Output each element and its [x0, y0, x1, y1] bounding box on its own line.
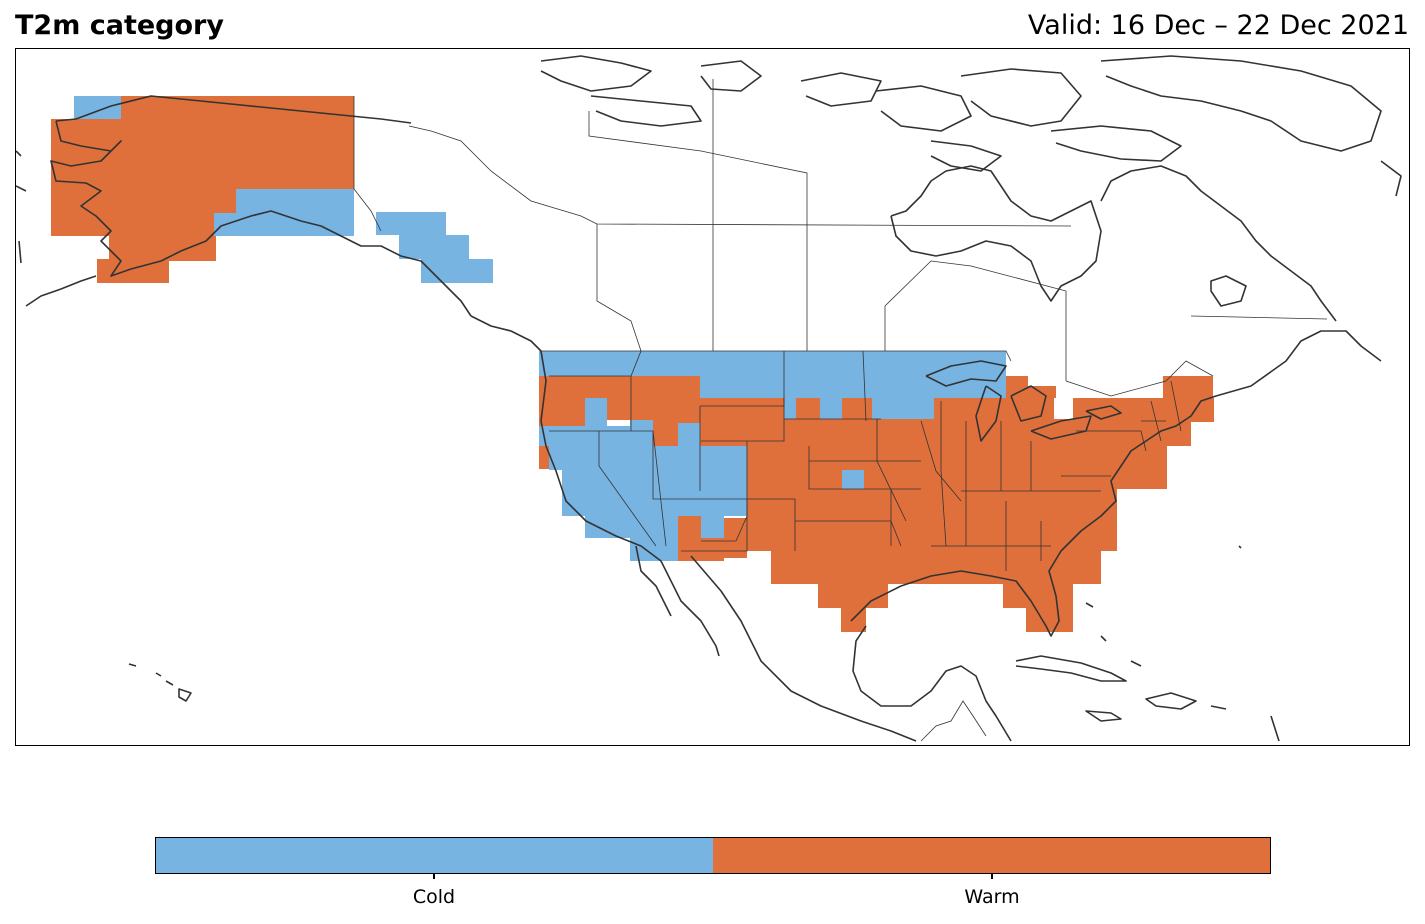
colorbar-tick-cold	[433, 873, 435, 879]
map-title: T2m category	[15, 10, 224, 41]
map-canvas	[16, 55, 1402, 742]
colorbar-tick-warm	[991, 873, 993, 879]
category-colorbar	[155, 837, 1271, 874]
valid-date-range: Valid: 16 Dec – 22 Dec 2021	[1027, 10, 1409, 41]
cold-cells	[74, 96, 1006, 561]
colorbar-warm-segment	[713, 838, 1270, 873]
political-boundaries	[353, 79, 1328, 742]
colorbar-label-warm: Warm	[964, 886, 1020, 908]
coastlines	[16, 55, 1402, 742]
colorbar-label-cold: Cold	[412, 886, 456, 908]
colorbar-cold-segment	[156, 838, 713, 873]
map-panel[interactable]	[15, 48, 1410, 746]
